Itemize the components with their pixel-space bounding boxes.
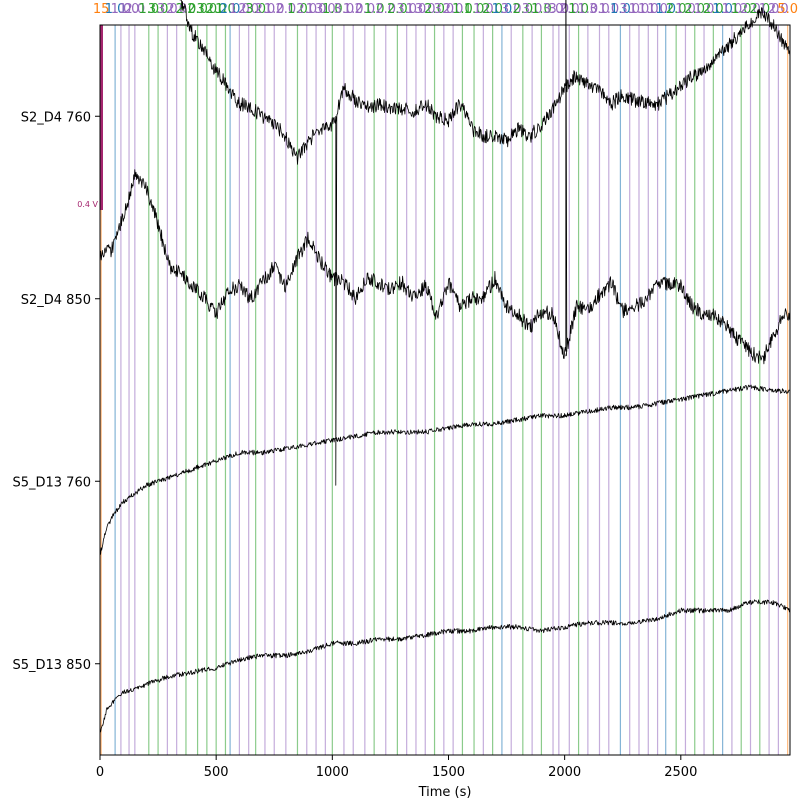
event-marker-label: 1.0 <box>264 2 285 17</box>
y-tick-label: S2_D4 850 <box>21 293 91 308</box>
y-tick-label: S5_D13 760 <box>12 475 91 490</box>
event-marker-label: 3.0 <box>619 2 640 17</box>
channel-trace <box>99 0 791 365</box>
event-marker-label: 3.0 <box>415 2 436 17</box>
channel-trace <box>99 384 791 555</box>
event-marker-label: 2.0 <box>387 2 408 17</box>
x-tick-label: 1000 <box>316 765 349 780</box>
event-marker-label: 2.0 <box>703 2 724 17</box>
event-marker-label: 1.0 <box>731 2 752 17</box>
event-marker-label: 1.0 <box>722 2 743 17</box>
x-tick-label: 0 <box>96 765 104 780</box>
x-tick-label: 2500 <box>664 765 697 780</box>
event-marker-label: 2.0 <box>666 2 687 17</box>
event-marker-label: 3.0 <box>148 2 169 17</box>
event-marker-label: 1.0 <box>694 2 715 17</box>
event-marker-label: 1.0 <box>492 2 513 17</box>
event-marker-label: 1.0 <box>287 2 308 17</box>
event-marker-label: 2.0 <box>255 2 276 17</box>
x-tick-label: 500 <box>204 765 229 780</box>
event-marker-label: 1.0 <box>215 2 236 17</box>
event-marker-label: 3.0 <box>501 2 522 17</box>
event-marker-label: 2.0 <box>559 2 580 17</box>
event-marker-label: 1.0 <box>578 2 599 17</box>
event-marker-label: 2.0 <box>187 2 208 17</box>
x-tick-label: 1500 <box>432 765 465 780</box>
event-marker-label: 2.0 <box>443 2 464 17</box>
event-marker-label: 3.0 <box>522 2 543 17</box>
event-marker-label: 3.0 <box>543 2 564 17</box>
event-marker-label: 3.0 <box>334 2 355 17</box>
event-marker-label: 1.0 <box>306 2 327 17</box>
channel-traces <box>99 0 791 733</box>
x-axis-title: Time (s) <box>418 785 472 800</box>
event-marker-label: 2.0 <box>482 2 503 17</box>
event-marker-label: 1.0 <box>364 2 385 17</box>
event-marker-label: 1.0 <box>712 2 733 17</box>
event-marker-label: 3.0 <box>548 2 569 17</box>
event-marker-label: 1.0 <box>568 2 589 17</box>
event-marker-label: 3.0 <box>157 2 178 17</box>
event-marker-label: 2.0 <box>740 2 761 17</box>
event-marker-label: 2.0 <box>512 2 533 17</box>
x-axis-ticks: 0 500 1000 1500 2000 2500 <box>96 755 697 780</box>
event-marker-label: 15 <box>93 2 110 17</box>
event-marker-label: 2.0 <box>424 2 445 17</box>
event-marker-label: 1.0 <box>464 2 485 17</box>
event-marker-label: 2.0 <box>296 2 317 17</box>
plot-frame <box>99 24 791 756</box>
y-axis-ticks: S2_D4 760 S2_D4 850 S5_D13 760 S5_D13 850 <box>12 110 100 673</box>
event-marker-label: 3.0 <box>396 2 417 17</box>
event-marker-label: 1.0 <box>675 2 696 17</box>
channel-trace <box>179 0 791 486</box>
event-marker-label: 2.0 <box>238 2 259 17</box>
event-marker-label: 1.0 <box>655 2 676 17</box>
channel-trace <box>99 599 791 733</box>
event-marker-label: 2.0 <box>206 2 227 17</box>
y-tick-label: S5_D13 850 <box>12 658 91 673</box>
event-marker-label: 2.0 <box>276 2 297 17</box>
event-marker-labels: 151.01.01.02.01.03.03.02.02.02.03.02.01.… <box>93 2 798 17</box>
event-marker-label: 1.0 <box>343 2 364 17</box>
event-marker-label: 1.0 <box>406 2 427 17</box>
event-marker-label: 3.0 <box>589 2 610 17</box>
event-marker-label: 3.0 <box>433 2 454 17</box>
event-marker-label: 3.0 <box>245 2 266 17</box>
event-marker-label: 1.0 <box>322 2 343 17</box>
event-marker-label: 2.0 <box>768 2 789 17</box>
event-marker-label: 2.0 <box>375 2 396 17</box>
event-marker-label: 1.0 <box>531 2 552 17</box>
event-marker-label: 1.0 <box>138 2 159 17</box>
event-marker-label: 3.0 <box>197 2 218 17</box>
event-marker-label: 1.0 <box>111 2 132 17</box>
event-marker-label: 2.0 <box>220 2 241 17</box>
event-marker-label: 1.0 <box>119 2 140 17</box>
event-marker-label: 1.0 <box>638 2 659 17</box>
event-markers <box>100 25 789 755</box>
scale-bar-label: 0.4 V <box>77 200 98 209</box>
x-tick-label: 2000 <box>548 765 581 780</box>
y-tick-label: S2_D4 760 <box>21 110 91 125</box>
event-marker-label: 1.0 <box>629 2 650 17</box>
event-marker-label: 1.0 <box>452 2 473 17</box>
scale-bar: 0.4 V <box>77 25 103 210</box>
event-marker-label: 2.0 <box>125 2 146 17</box>
event-marker-label: 1.0 <box>473 2 494 17</box>
event-marker-label: 1.0 <box>229 2 250 17</box>
event-marker-label: 1.0 <box>647 2 668 17</box>
event-marker-label: 1.0 <box>598 2 619 17</box>
event-marker-label: 3.0 <box>315 2 336 17</box>
event-marker-label: 2.0 <box>355 2 376 17</box>
event-marker-label: 1.0 <box>610 2 631 17</box>
event-marker-label: 1.0 <box>105 2 126 17</box>
event-marker-label: 2.0 <box>684 2 705 17</box>
event-marker-label: 5.0 <box>777 2 798 17</box>
